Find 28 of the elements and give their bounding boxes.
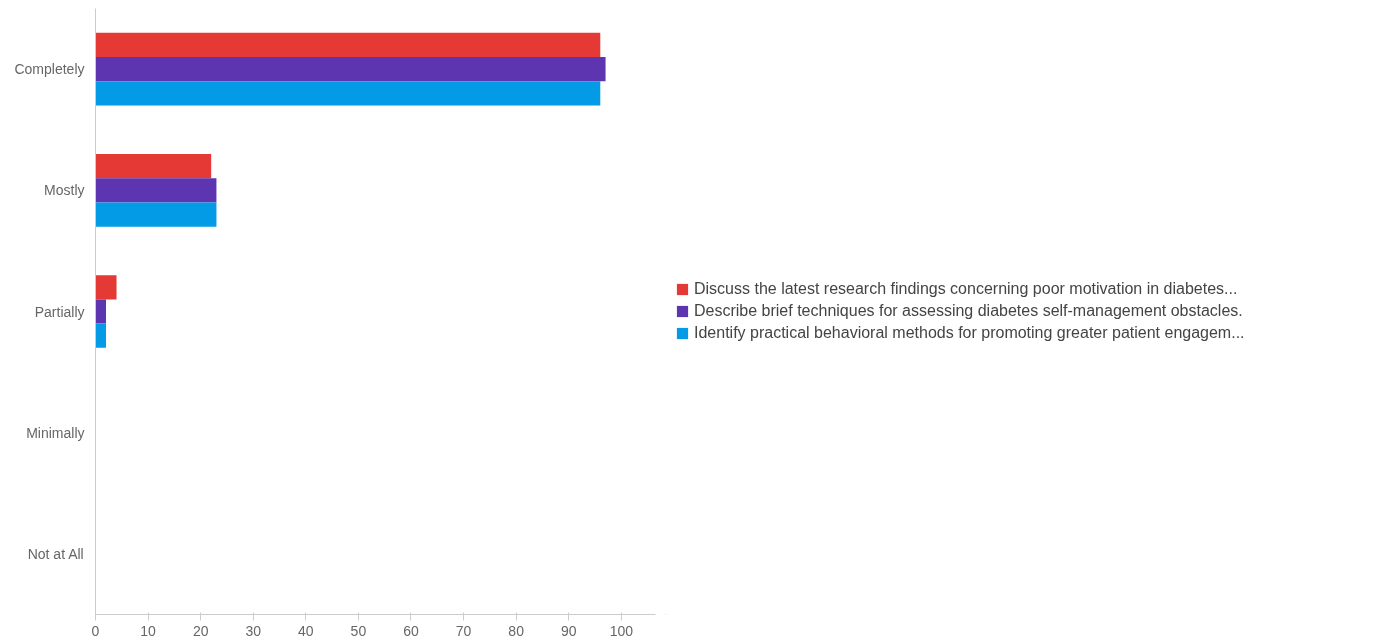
bar	[95, 323, 107, 348]
bar	[95, 153, 212, 179]
y-tick-label: Partially	[34, 303, 85, 320]
x-tick-label: 0	[91, 622, 100, 639]
legend-label: Describe brief techniques for assessing diabetes self-management obstacles.	[694, 302, 1243, 320]
y-tick-label: Mostly	[44, 182, 85, 199]
bar	[95, 32, 601, 57]
bar	[95, 56, 606, 82]
legend-label: Identify practical behavioral methods for promoting greater patient engagem...	[694, 324, 1245, 342]
y-tick-label: Minimally	[26, 424, 85, 441]
x-tick-label: 10	[140, 622, 157, 639]
bar	[95, 81, 601, 106]
x-tick-label: 80	[508, 622, 525, 639]
x-tick-label: 50	[350, 622, 367, 639]
x-tick-label: 100	[609, 622, 634, 639]
x-tick-label: 40	[298, 622, 314, 639]
y-tick-label: Not at All	[27, 545, 84, 562]
x-tick-label: 90	[560, 622, 577, 639]
legend-label: Discuss the latest research findings concerning poor motivation in diabetes...	[694, 280, 1238, 298]
x-tick-label: 20	[192, 622, 209, 639]
x-tick-label: 60	[403, 622, 419, 639]
x-tick-label: 30	[245, 622, 262, 639]
bar	[95, 275, 117, 300]
y-tick-label: Completely	[14, 61, 85, 78]
bar	[95, 178, 217, 203]
x-tick-label: 70	[455, 622, 472, 639]
bar	[95, 299, 107, 324]
bar	[95, 202, 217, 227]
